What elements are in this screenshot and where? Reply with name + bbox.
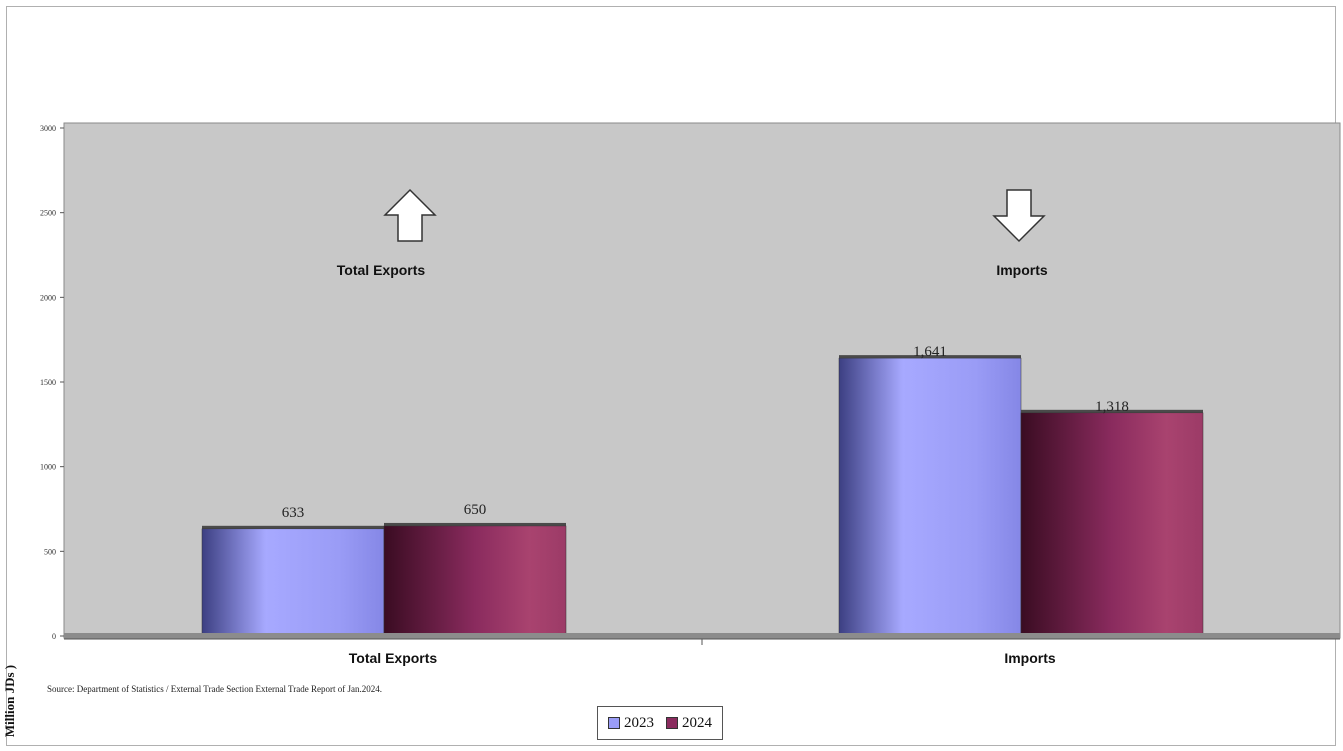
y-tick-label: 2000 bbox=[40, 293, 56, 302]
bar-2024-total-exports bbox=[383, 525, 567, 637]
y-axis-label: Million JDs ) bbox=[2, 664, 17, 738]
legend-label-2023: 2023 bbox=[624, 714, 654, 731]
legend-item-2023: 2023 bbox=[608, 715, 654, 732]
category-label-imports: Imports bbox=[1004, 650, 1056, 666]
annotation-label-imports: Imports bbox=[996, 262, 1048, 278]
y-tick-label: 500 bbox=[44, 547, 56, 556]
bar-2023-imports bbox=[838, 357, 1022, 637]
source-note: Source: Department of Statistics / Exter… bbox=[47, 684, 382, 694]
bar-top-edge bbox=[384, 522, 566, 526]
up-arrow-icon bbox=[383, 188, 437, 242]
bar-top-edge bbox=[202, 525, 384, 529]
y-tick-label: 1500 bbox=[40, 378, 56, 387]
bar-top-edge bbox=[839, 355, 1021, 359]
data-label: 633 bbox=[282, 505, 305, 521]
data-label: 650 bbox=[464, 502, 487, 518]
annotation-total-exports: Total Exports bbox=[337, 188, 437, 278]
data-label: 1,318 bbox=[1095, 399, 1129, 415]
bar-2024-imports bbox=[1020, 412, 1204, 637]
legend-swatch-2024 bbox=[666, 717, 678, 729]
y-tick-label: 2500 bbox=[40, 209, 56, 218]
bar-2023-total-exports bbox=[201, 528, 385, 637]
y-tick-label: 3000 bbox=[40, 124, 56, 133]
legend-item-2024: 2024 bbox=[666, 715, 712, 732]
annotation-label-exports: Total Exports bbox=[337, 262, 426, 278]
annotation-imports: Imports bbox=[992, 189, 1048, 278]
y-tick-label: 1000 bbox=[40, 463, 56, 472]
y-tick-label: 0 bbox=[52, 632, 56, 641]
bar-top-edge bbox=[1021, 409, 1203, 413]
legend-swatch-2023 bbox=[608, 717, 620, 729]
down-arrow-icon bbox=[992, 189, 1046, 243]
legend-label-2024: 2024 bbox=[682, 714, 712, 731]
floor bbox=[64, 633, 1340, 639]
legend: 2023 2024 bbox=[597, 706, 723, 740]
data-label: 1,641 bbox=[913, 344, 947, 360]
category-label-total-exports: Total Exports bbox=[349, 650, 438, 666]
